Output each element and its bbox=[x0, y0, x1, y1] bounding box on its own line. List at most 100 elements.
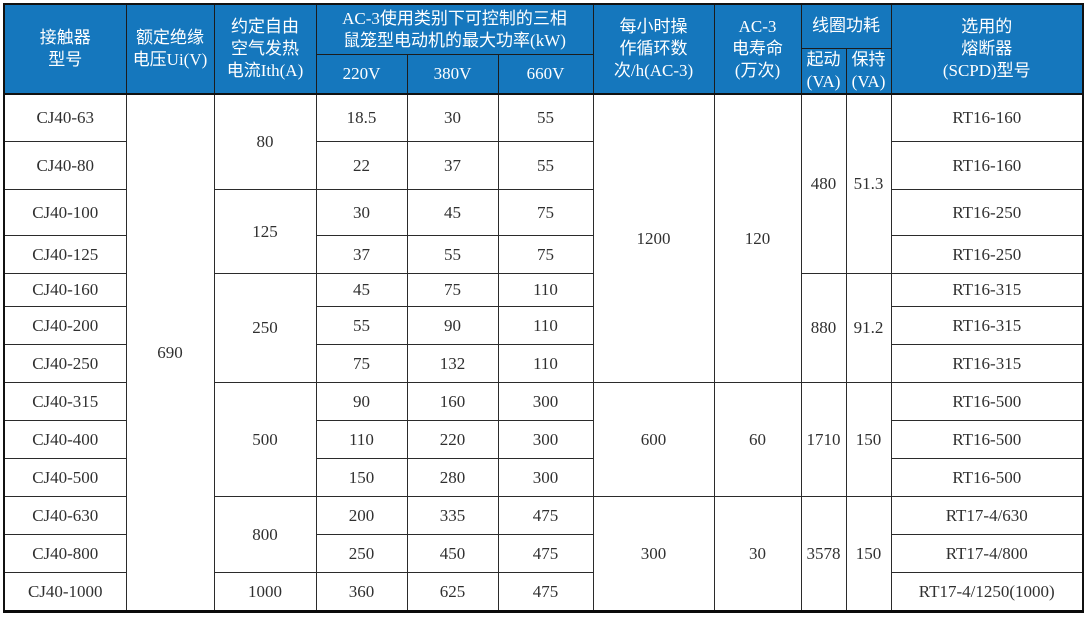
model-cell: CJ40-160 bbox=[3, 273, 127, 308]
value-cell: 475 bbox=[497, 496, 594, 536]
value-cell: 3578 bbox=[800, 496, 847, 613]
header-ac3-electrical-life: AC-3 电寿命 (万次) bbox=[713, 3, 802, 95]
value-cell: 45 bbox=[406, 189, 499, 237]
value-cell: 150 bbox=[315, 458, 408, 498]
header-coil-holding-va: 保持 (VA) bbox=[845, 48, 892, 95]
value-cell: 37 bbox=[315, 235, 408, 275]
value-cell: 125 bbox=[213, 189, 317, 275]
value-cell: 1000 bbox=[213, 572, 317, 613]
value-cell: 90 bbox=[315, 382, 408, 422]
value-cell: RT17-4/800 bbox=[890, 534, 1084, 574]
value-cell: 300 bbox=[497, 458, 594, 498]
value-cell: 91.2 bbox=[845, 273, 892, 384]
model-cell: CJ40-400 bbox=[3, 420, 127, 460]
model-cell: CJ40-250 bbox=[3, 344, 127, 384]
value-cell: 150 bbox=[845, 382, 892, 498]
value-cell: 480 bbox=[800, 93, 847, 275]
value-cell: 30 bbox=[406, 93, 499, 143]
value-cell: 30 bbox=[713, 496, 802, 613]
value-cell: RT16-250 bbox=[890, 235, 1084, 275]
value-cell: 90 bbox=[406, 306, 499, 346]
value-cell: 360 bbox=[315, 572, 408, 613]
value-cell: 250 bbox=[315, 534, 408, 574]
header-coil-pickup-va: 起动 (VA) bbox=[800, 48, 847, 95]
value-cell: 80 bbox=[213, 93, 317, 191]
value-cell: RT17-4/630 bbox=[890, 496, 1084, 536]
value-cell: 300 bbox=[592, 496, 715, 613]
value-cell: RT16-315 bbox=[890, 273, 1084, 308]
value-cell: 150 bbox=[845, 496, 892, 613]
value-cell: RT16-315 bbox=[890, 306, 1084, 346]
value-cell: 500 bbox=[213, 382, 317, 498]
value-cell: 1200 bbox=[592, 93, 715, 384]
contactor-spec-table: 接触器 型号 额定绝缘 电压Ui(V) 约定自由 空气发热 电流Ith(A) AC-3… bbox=[3, 3, 1085, 614]
value-cell: 625 bbox=[406, 572, 499, 613]
table-row: CJ40-250 75 132 110 RT16-315 bbox=[3, 344, 1084, 384]
value-cell: 75 bbox=[406, 273, 499, 308]
header-220v: 220V bbox=[315, 54, 408, 95]
table-row: CJ40-315 500 90 160 300 600 60 1710 150 RT16-500 bbox=[3, 382, 1084, 498]
header-conventional-free-air-thermal-current: 约定自由 空气发热 电流Ith(A) bbox=[213, 3, 317, 95]
value-cell: RT16-250 bbox=[890, 189, 1084, 237]
value-cell: 37 bbox=[406, 141, 499, 191]
table-body: CJ40-63 690 80 18.5 30 55 1200 120 480 51.3 RT16-1… bbox=[3, 93, 1084, 613]
table-row: CJ40-200 55 90 110 RT16-315 bbox=[3, 306, 1084, 346]
value-cell: 600 bbox=[592, 382, 715, 498]
value-cell: RT16-315 bbox=[890, 344, 1084, 384]
value-cell: 75 bbox=[497, 189, 594, 237]
value-cell: RT16-160 bbox=[890, 93, 1084, 143]
header-660v: 660V bbox=[497, 54, 594, 95]
model-cell: CJ40-500 bbox=[3, 458, 127, 498]
value-cell: 30 bbox=[315, 189, 408, 237]
table-head: 接触器 型号 额定绝缘 电压Ui(V) 约定自由 空气发热 电流Ith(A) AC-3… bbox=[3, 3, 1084, 95]
model-cell: CJ40-630 bbox=[3, 496, 127, 536]
value-cell: 110 bbox=[497, 344, 594, 384]
table-row: CJ40-160 250 45 75 110 880 91.2 RT16-315 bbox=[3, 273, 1084, 384]
value-cell: 160 bbox=[406, 382, 499, 422]
table-row: CJ40-100 125 30 45 75 RT16-250 bbox=[3, 189, 1084, 275]
value-cell: 250 bbox=[213, 273, 317, 384]
value-cell: 300 bbox=[497, 420, 594, 460]
model-cell: CJ40-1000 bbox=[3, 572, 127, 613]
value-cell: 110 bbox=[497, 273, 594, 308]
value-cell: 1710 bbox=[800, 382, 847, 498]
value-cell: 690 bbox=[125, 93, 215, 613]
value-cell: RT16-500 bbox=[890, 458, 1084, 498]
header-contactor-model: 接触器 型号 bbox=[3, 3, 127, 95]
model-cell: CJ40-63 bbox=[3, 93, 127, 143]
model-cell: CJ40-125 bbox=[3, 235, 127, 275]
value-cell: RT16-160 bbox=[890, 141, 1084, 191]
table-row: CJ40-500 150 280 300 RT16-500 bbox=[3, 458, 1084, 498]
model-cell: CJ40-200 bbox=[3, 306, 127, 346]
model-cell: CJ40-100 bbox=[3, 189, 127, 237]
value-cell: 280 bbox=[406, 458, 499, 498]
value-cell: 18.5 bbox=[315, 93, 408, 143]
value-cell: RT16-500 bbox=[890, 420, 1084, 460]
value-cell: 200 bbox=[315, 496, 408, 536]
value-cell: 45 bbox=[315, 273, 408, 308]
value-cell: 132 bbox=[406, 344, 499, 384]
value-cell: 120 bbox=[713, 93, 802, 384]
value-cell: 880 bbox=[800, 273, 847, 384]
table-row: CJ40-1000 1000 360 625 475 RT17-4/1250(1000) bbox=[3, 572, 1084, 613]
header-ac3-max-motor-power: AC-3使用类别下可控制的三相 鼠笼型电动机的最大功率(kW) bbox=[315, 3, 594, 56]
value-cell: 110 bbox=[315, 420, 408, 460]
table-row: CJ40-800 250 450 475 RT17-4/800 bbox=[3, 534, 1084, 574]
table-row: CJ40-80 22 37 55 RT16-160 bbox=[3, 141, 1084, 191]
value-cell: 60 bbox=[713, 382, 802, 498]
model-cell: CJ40-800 bbox=[3, 534, 127, 574]
value-cell: 800 bbox=[213, 496, 317, 574]
value-cell: 55 bbox=[315, 306, 408, 346]
value-cell: 110 bbox=[497, 306, 594, 346]
table-row: CJ40-63 690 80 18.5 30 55 1200 120 480 51.3 RT16-1… bbox=[3, 93, 1084, 613]
value-cell: 22 bbox=[315, 141, 408, 191]
value-cell: 51.3 bbox=[845, 93, 892, 275]
value-cell: 75 bbox=[315, 344, 408, 384]
value-cell: 450 bbox=[406, 534, 499, 574]
value-cell: 475 bbox=[497, 572, 594, 613]
header-coil-power-consumption: 线圈功耗 bbox=[800, 3, 892, 49]
header-operating-cycles-per-hour: 每小时操 作循环数 次/h(AC-3) bbox=[592, 3, 715, 95]
header-380v: 380V bbox=[406, 54, 499, 95]
header-fuse-scpd-model: 选用的 熔断器 (SCPD)型号 bbox=[890, 3, 1084, 95]
table-row: CJ40-400 110 220 300 RT16-500 bbox=[3, 420, 1084, 460]
